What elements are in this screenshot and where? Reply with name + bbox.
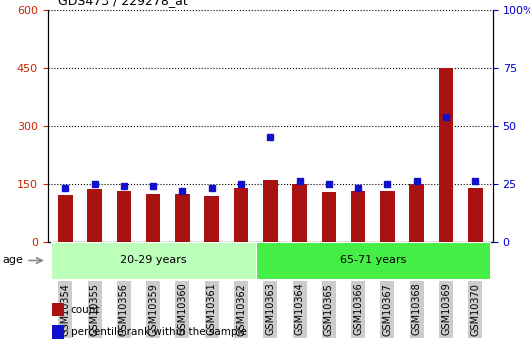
Bar	[205, 196, 219, 241]
Bar	[263, 180, 278, 242]
Text: GSM10368: GSM10368	[412, 283, 422, 335]
Text: age: age	[3, 256, 23, 265]
Text: GSM10354: GSM10354	[60, 283, 70, 336]
Bar	[351, 191, 366, 242]
Text: count: count	[71, 305, 100, 315]
Text: GSM10360: GSM10360	[178, 283, 188, 335]
Bar	[410, 185, 424, 242]
Bar	[146, 195, 161, 242]
Text: GSM10362: GSM10362	[236, 283, 246, 336]
Bar	[58, 195, 73, 242]
Text: 65-71 years: 65-71 years	[340, 256, 406, 265]
Text: GSM10363: GSM10363	[266, 283, 275, 335]
Bar	[51, 241, 255, 279]
Bar	[439, 68, 453, 242]
Bar	[234, 188, 249, 241]
Bar	[292, 185, 307, 242]
Bar	[255, 241, 490, 279]
Bar	[468, 188, 483, 241]
Text: GSM10361: GSM10361	[207, 283, 217, 335]
Text: GDS473 / 229278_at: GDS473 / 229278_at	[58, 0, 188, 7]
Text: GSM10356: GSM10356	[119, 283, 129, 336]
Bar	[117, 191, 131, 242]
Bar	[87, 189, 102, 241]
Text: GSM10370: GSM10370	[470, 283, 480, 336]
Text: percentile rank within the sample: percentile rank within the sample	[71, 327, 247, 337]
Bar	[175, 195, 190, 242]
Bar	[380, 191, 395, 242]
Text: GSM10369: GSM10369	[441, 283, 451, 335]
Bar	[52, 325, 64, 339]
Text: GSM10359: GSM10359	[148, 283, 158, 336]
Text: GSM10365: GSM10365	[324, 283, 334, 336]
Text: 20-29 years: 20-29 years	[120, 256, 187, 265]
Text: GSM10367: GSM10367	[383, 283, 392, 336]
Bar	[52, 303, 64, 316]
Bar	[322, 192, 336, 242]
Text: GSM10355: GSM10355	[90, 283, 100, 336]
Text: GSM10364: GSM10364	[295, 283, 305, 335]
Text: GSM10366: GSM10366	[353, 283, 363, 335]
